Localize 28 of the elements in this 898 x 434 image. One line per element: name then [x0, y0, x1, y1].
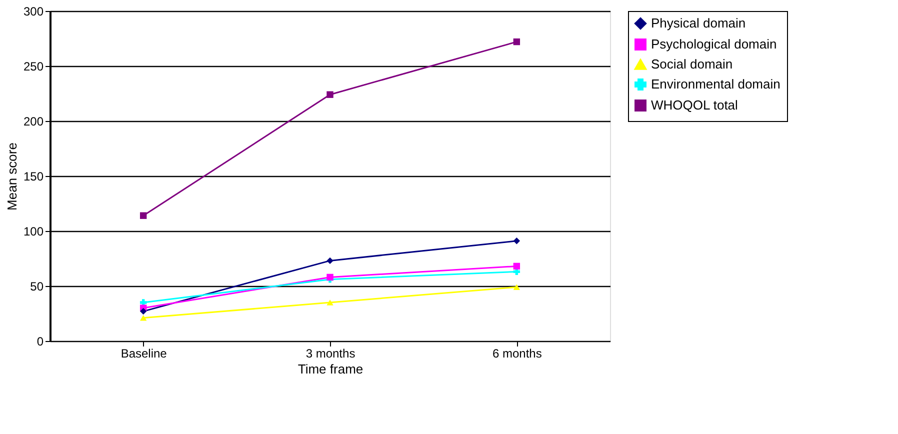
point [513, 262, 520, 270]
y-tick-label: 250 [23, 60, 44, 74]
y-tick-label: 0 [36, 334, 44, 348]
legend-label: WHOQOL total [651, 98, 738, 112]
y-tick-label: 300 [23, 4, 44, 18]
point [326, 257, 334, 264]
legend-label: Environmental domain [651, 76, 780, 92]
point [513, 238, 520, 244]
x-tick-label: Baseline [120, 346, 168, 360]
point [513, 38, 520, 46]
legend-label: Social domain [651, 56, 733, 72]
y-axis-title: Mean score [4, 142, 20, 210]
point [513, 284, 520, 290]
point [326, 274, 334, 281]
x-tick-label: 3 months [306, 346, 356, 360]
legend-label: Psychological domain [651, 36, 777, 52]
x-tick-label: 6 months [492, 346, 542, 360]
y-tick-label: 200 [23, 114, 44, 128]
y-tick-label: 100 [23, 224, 44, 238]
point [140, 212, 147, 219]
y-tick-label: 150 [23, 170, 44, 184]
point [140, 308, 147, 315]
point [326, 300, 334, 306]
y-tick-label: 50 [30, 280, 44, 294]
legend-label: Physical domain [651, 16, 746, 30]
x-axis-title: Time frame [298, 362, 364, 376]
point [326, 91, 334, 98]
point [140, 314, 147, 321]
